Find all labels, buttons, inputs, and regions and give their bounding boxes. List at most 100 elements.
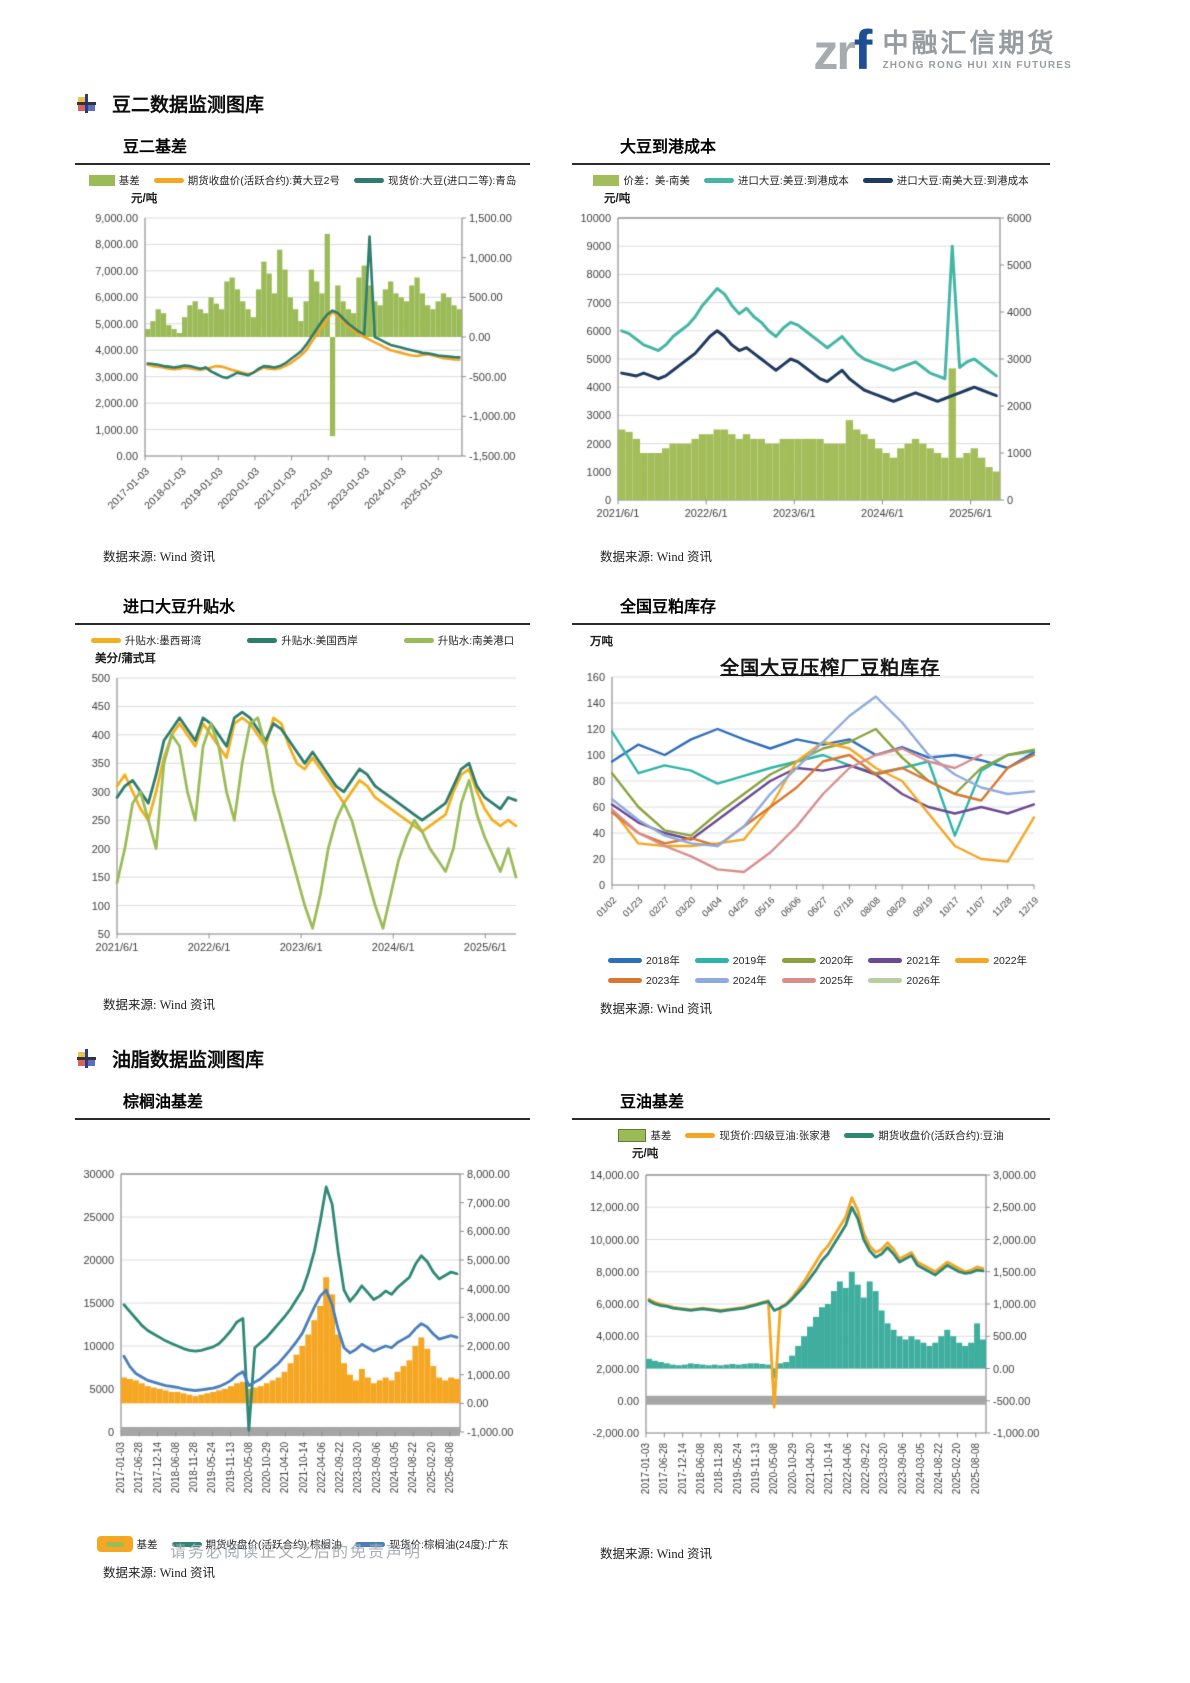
legend-item: 2024年 [694,973,767,988]
legend-item: 期货收盘价(活跃合约):黄大豆2号 [153,173,340,188]
soybean2-basis-chart-canvas [75,206,530,536]
axis-unit-label: 元/吨 [604,193,631,205]
legend-swatch [608,958,642,963]
legend-label: 基差 [650,1130,672,1142]
legend-label: 现货价:大豆(进口二等):青岛 [387,175,517,187]
legend-item: 现货价:棕榈油(24度):广东 [355,1537,508,1552]
legend-swatch [247,638,278,643]
logo-zr-text: zr [813,24,855,80]
title-rule [75,163,530,165]
legend-label: 期货收盘价(活跃合约):黄大豆2号 [187,175,340,187]
palm-oil-basis-chart-canvas [75,1160,530,1532]
legend-label: 升贴水:美国西岸 [281,635,358,647]
chart-title: 进口大豆升贴水 [123,599,236,616]
legend-item: 2019年 [694,953,767,968]
logo-f-text: f [853,18,873,81]
legend-item: 进口大豆:南美大豆:到港成本 [862,173,1029,188]
chart-soybean-arrival-cost: 大豆到港成本 价差：美-南美 进口大豆:美豆:到港成本 进口大豆:南美大豆:到港成本… [572,133,1050,565]
legend-swatch [694,958,729,963]
plot-area: 元/吨 [75,190,530,536]
legend-label: 期货收盘价(活跃合约):豆油 [878,1130,1004,1142]
legend-item: 现货价:四级豆油:张家港 [685,1128,830,1143]
title-rule [75,623,530,625]
plot-area: 元/吨 [572,190,1050,536]
legend-label: 升贴水:墨西哥湾 [124,635,202,647]
chart-title: 棕榈油基差 [123,1094,204,1111]
data-source-note: 数据来源: Wind 资讯 [103,550,215,564]
legend-label: 基差 [118,175,140,187]
legend-label: 2021年 [906,955,941,967]
legend-swatch [355,1541,386,1547]
axis-unit-label: 美分/蒲式耳 [95,653,156,665]
chart-palm-oil-basis: 棕榈油基差 基差 期货收盘价(活跃合约):棕榈油 现货价:棕榈油(24度):广东 数… [75,1088,530,1581]
plot-area [75,1144,530,1532]
header: zrf 中融汇信期货 ZHONG RONG HUI XIN FUTURES [813,22,1072,78]
legend-item: 2018年 [608,953,680,968]
section-bullet-icon [77,1049,96,1068]
legend-label: 2024年 [732,975,767,987]
disclaimer: 请务必阅读正文之后的免责声明 [170,1544,423,1561]
section-title-text: 油脂数据监测图库 [112,1050,265,1071]
legend-swatch [403,638,434,643]
data-source-note: 数据来源: Wind 资讯 [103,1566,215,1580]
legend-swatch [694,978,729,983]
legend-swatch [608,978,642,983]
legend-item: 现货价:大豆(进口二等):青岛 [353,173,517,188]
title-rule [572,1118,1050,1120]
chart-title: 大豆到港成本 [620,139,717,156]
axis-unit-label: 元/吨 [131,193,158,205]
chart-legend: 基差 现货价:四级豆油:张家港 期货收盘价(活跃合约):豆油 [572,1128,1050,1143]
legend-swatch [685,1133,716,1138]
legend-swatch [844,1133,875,1138]
soymeal-inventory-chart-canvas [572,649,1050,951]
legend-swatch [618,1129,647,1142]
legend-label: 2020年 [819,955,854,967]
data-source-note: 数据来源: Wind 资讯 [600,1002,712,1016]
legend-item: 基差 [88,173,140,188]
legend-item: 2020年 [781,953,854,968]
legend-swatch [862,178,893,183]
section-title-oils: 油脂数据监测图库 [77,1045,1125,1072]
inner-chart-title: 全国大豆压榨厂豆粕库存 [720,658,941,679]
section-title-text: 豆二数据监测图库 [112,95,265,116]
legend-label: 进口大豆:美豆:到港成本 [737,175,849,187]
legend-swatch [153,178,184,183]
legend-label: 2026年 [906,975,941,987]
legend-label: 升贴水:南美港口 [437,635,515,647]
axis-unit-label: 元/吨 [632,1148,659,1160]
chart-row-3: 棕榈油基差 基差 期货收盘价(活跃合约):棕榈油 现货价:棕榈油(24度):广东 数… [75,1088,1125,1581]
legend-swatch [593,175,620,186]
legend-swatch [90,638,121,643]
legend-item: 2023年 [608,973,680,988]
brand-name-en: ZHONG RONG HUI XIN FUTURES [882,59,1072,71]
data-source-note: 数据来源: Wind 资讯 [103,998,215,1012]
chart-soybean-oil-basis: 豆油基差 基差 现货价:四级豆油:张家港 期货收盘价(活跃合约):豆油 元/吨 数据… [572,1088,1050,1581]
plot-area: 元/吨 [572,1145,1050,1533]
legend-label: 2023年 [646,975,680,987]
brand-block: 中融汇信期货 ZHONG RONG HUI XIN FUTURES [882,29,1072,71]
legend-swatch [781,978,816,983]
legend-swatch [868,978,903,983]
legend-item: 2021年 [868,953,940,968]
legend-item: 升贴水:墨西哥湾 [90,633,202,648]
legend-swatch [868,958,903,963]
legend-label: 2019年 [732,955,767,967]
chart-title: 全国豆粕库存 [620,599,717,616]
legend-item: 2022年 [955,953,1027,968]
legend-label: 现货价:四级豆油:张家港 [719,1130,831,1142]
chart-legend: 2018年 2019年 2020年 2021年 2022年 2023年 2024年 2025年… [572,953,1050,988]
soybean-oil-basis-chart-canvas [572,1161,1050,1533]
legend-swatch [88,175,115,186]
legend-swatch [955,958,990,963]
company-logo: zrf [813,22,872,80]
legend-swatch [703,178,734,183]
legend-swatch [353,178,384,183]
legend-label: 2018年 [646,955,680,967]
chart-title: 豆油基差 [620,1094,685,1111]
legend-item: 2026年 [868,973,940,988]
title-rule [572,623,1050,625]
legend-item: 升贴水:南美港口 [403,633,515,648]
title-rule [572,163,1050,165]
legend-swatch-highlight [96,1536,133,1552]
legend-item: 期货收盘价(活跃合约):豆油 [844,1128,1004,1143]
